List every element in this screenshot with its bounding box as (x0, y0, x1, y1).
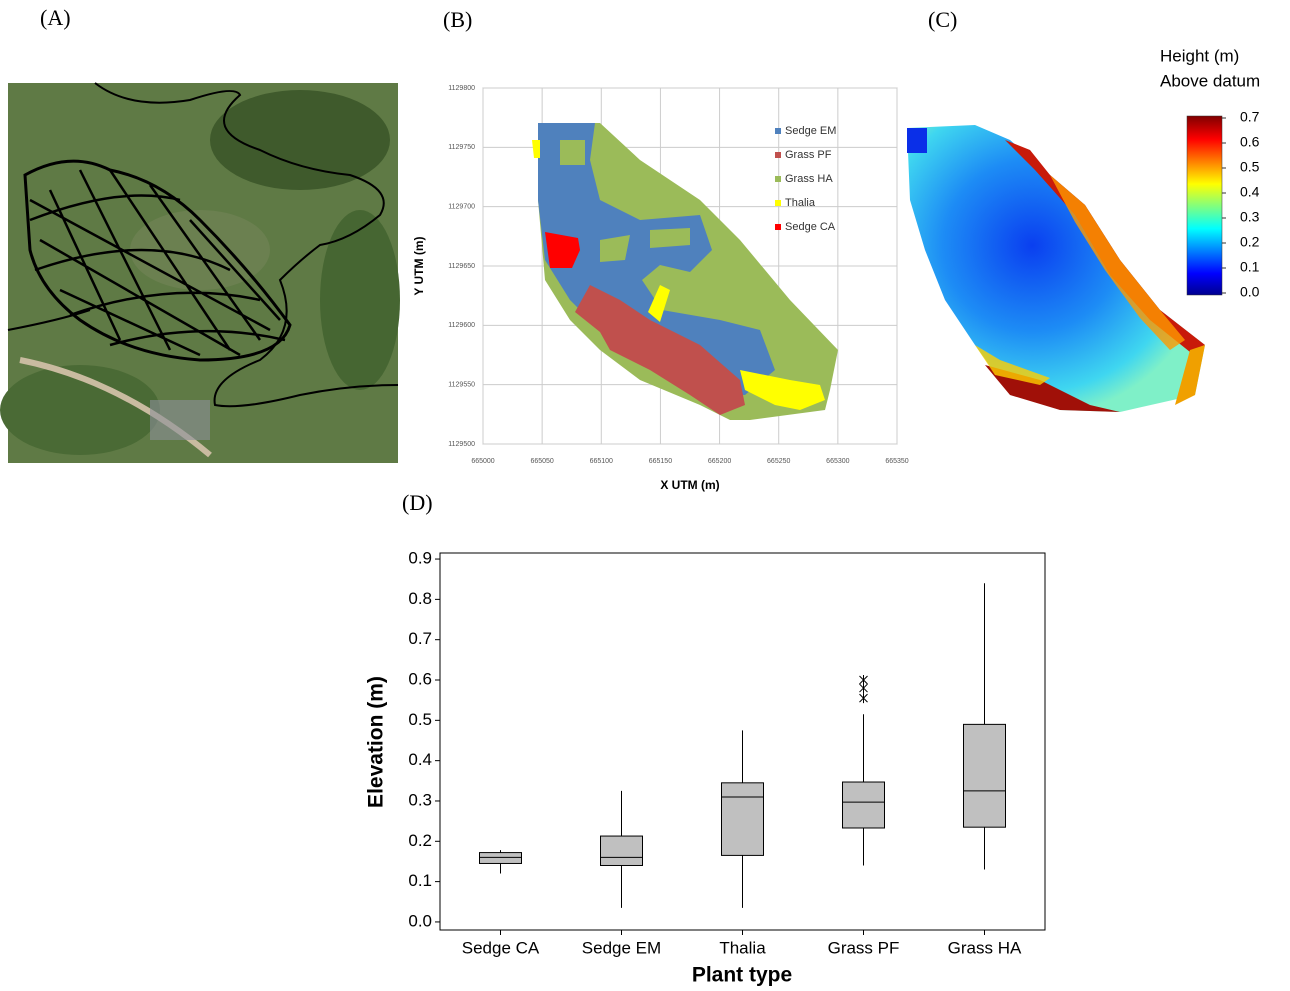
page: {"panel_labels": ["(A)", "(B)", "(C)", "… (0, 0, 1290, 991)
y-tick-label: 1129750 (448, 144, 475, 151)
legend-label: Grass PF (785, 149, 832, 161)
box (964, 724, 1006, 827)
y-axis-label: Elevation (m) (365, 676, 388, 808)
colorbar-tick-label: 0.7 (1240, 109, 1260, 125)
height-heatmap (907, 125, 1205, 412)
x-axis-label: X UTM (m) (660, 478, 719, 492)
legend-swatch (775, 200, 781, 206)
y-tick-label: 0.2 (408, 831, 432, 850)
y-tick-label: 1129500 (448, 441, 475, 448)
x-tick-label: 665350 (885, 458, 908, 465)
y-tick-label: 0.3 (408, 790, 432, 809)
legend-label: Sedge EM (785, 125, 836, 137)
x-tick-label: 665200 (708, 458, 731, 465)
x-tick-label: Grass HA (948, 938, 1022, 957)
colorbar-tick-label: 0.5 (1240, 159, 1260, 175)
colorbar-subtitle: Above datum (1160, 71, 1260, 90)
y-tick-label: 1129700 (448, 204, 475, 211)
vegetation-region (650, 228, 690, 248)
colorbar-title: Height (m) (1160, 46, 1239, 65)
legend-label: Thalia (785, 197, 816, 209)
legend-label: Sedge CA (785, 221, 836, 233)
y-tick-label: 0.6 (408, 669, 432, 688)
box (722, 783, 764, 856)
y-tick-label: 0.5 (408, 710, 432, 729)
x-tick-label: 665100 (590, 458, 613, 465)
panel-label: (D) (402, 490, 433, 515)
y-tick-label: 1129650 (448, 263, 475, 270)
legend-swatch (775, 224, 781, 230)
legend-swatch (775, 128, 781, 134)
box (480, 853, 522, 864)
y-tick-label: 0.8 (408, 589, 432, 608)
colorbar (1187, 116, 1222, 295)
colorbar-tick-label: 0.4 (1240, 184, 1260, 200)
colorbar-tick-label: 0.6 (1240, 134, 1260, 150)
box (601, 836, 643, 865)
y-tick-label: 1129800 (448, 85, 475, 92)
vegetation-region (560, 140, 585, 165)
x-tick-label: 665300 (826, 458, 849, 465)
legend-label: Grass HA (785, 173, 833, 185)
y-tick-label: 0.7 (408, 629, 432, 648)
x-axis-label: Plant type (692, 964, 792, 987)
colorbar-tick-label: 0.3 (1240, 209, 1260, 225)
y-tick-label: 0.0 (408, 911, 432, 930)
outlier (860, 693, 868, 703)
legend-swatch (775, 152, 781, 158)
figure: (A) (B) (C) (D) 665000 665050 665100 665150 6652… (0, 0, 1290, 991)
y-tick-label: 1129550 (448, 382, 475, 389)
outlier (860, 675, 868, 685)
panel-label: (A) (40, 5, 71, 30)
x-tick-label: Sedge EM (582, 938, 661, 957)
panel-label: (C) (928, 7, 957, 32)
y-tick-label: 0.1 (408, 871, 432, 890)
x-tick-label: 665000 (471, 458, 494, 465)
x-tick-label: 665150 (649, 458, 672, 465)
satellite-image (0, 83, 400, 463)
box (843, 782, 885, 828)
panel-label: (B) (443, 7, 472, 32)
y-axis-label: Y UTM (m) (412, 236, 426, 295)
colorbar-tick-label: 0.0 (1240, 284, 1260, 300)
x-tick-label: Grass PF (828, 938, 900, 957)
legend-swatch (775, 176, 781, 182)
y-tick-label: 0.4 (408, 750, 432, 769)
colorbar-tick-label: 0.1 (1240, 259, 1260, 275)
colorbar-tick-label: 0.2 (1240, 234, 1260, 250)
x-tick-label: 665250 (767, 458, 790, 465)
y-tick-label: 0.9 (408, 549, 432, 568)
y-tick-label: 1129600 (448, 322, 475, 329)
x-tick-label: Sedge CA (462, 938, 540, 957)
x-tick-label: Thalia (719, 938, 766, 957)
x-tick-label: 665050 (530, 458, 553, 465)
